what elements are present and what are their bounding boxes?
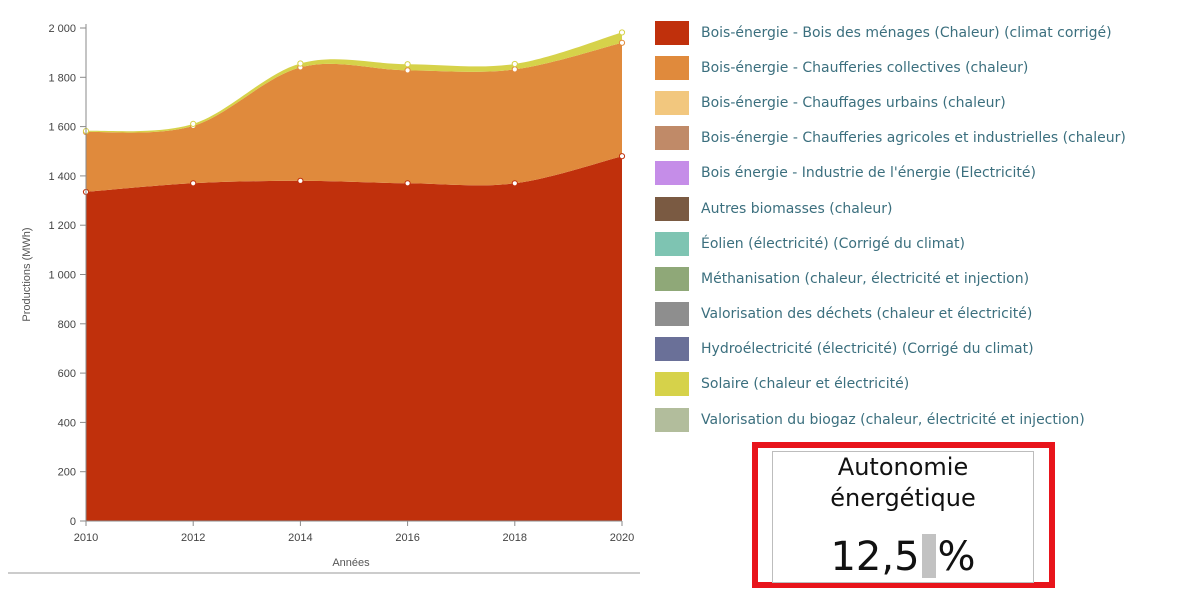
legend-swatch xyxy=(655,337,689,362)
area-series-group xyxy=(86,32,622,521)
data-point-s11-2014 xyxy=(297,60,304,67)
data-point-s1-2020 xyxy=(618,153,626,160)
x-tick-label-3: 2016 xyxy=(395,532,419,544)
legend-swatch xyxy=(655,126,689,151)
kpi-title: Autonomie énergétique xyxy=(830,453,976,512)
x-tick-label-1: 2012 xyxy=(181,532,205,544)
data-point-markers xyxy=(82,29,626,196)
y-tick-label-5: 1 000 xyxy=(48,270,76,282)
legend-label: Bois-énergie - Bois des ménages (Chaleur… xyxy=(701,24,1112,41)
data-point-s11-2018 xyxy=(511,60,518,68)
legend-label: Solaire (chaleur et électricité) xyxy=(701,376,910,393)
legend-label: Bois-énergie - Chauffages urbains (chale… xyxy=(701,94,1006,111)
data-point-s2-2016 xyxy=(404,67,411,74)
y-tick-label-10: 2 000 xyxy=(48,23,76,35)
kpi-value: 12,5 xyxy=(830,534,920,580)
legend-swatch xyxy=(655,372,689,397)
x-tick-label-5: 2020 xyxy=(610,532,634,544)
legend-item-4[interactable]: Bois-énergie - Chaufferies agricoles et … xyxy=(655,121,1190,156)
chart-legend: Bois-énergie - Bois des ménages (Chaleur… xyxy=(655,15,1190,437)
y-tick-label-8: 1 600 xyxy=(48,122,76,134)
data-point-s1-2016 xyxy=(404,180,411,187)
legend-label: Bois énergie - Industrie de l'énergie (E… xyxy=(701,165,1036,182)
legend-swatch xyxy=(655,90,689,115)
x-tick-label-4: 2018 xyxy=(503,532,527,544)
data-point-s1-2012 xyxy=(190,180,197,187)
legend-swatch xyxy=(655,266,689,291)
y-tick-label-0: 0 xyxy=(70,516,76,528)
data-point-s2-2020 xyxy=(618,39,626,46)
legend-label: Bois-énergie - Chaufferies collectives (… xyxy=(701,59,1029,76)
y-tick-label-9: 1 800 xyxy=(48,72,76,84)
y-tick-label-7: 1 400 xyxy=(48,171,76,183)
legend-item-7[interactable]: Éolien (électricité) (Corrigé du climat) xyxy=(655,226,1190,261)
area-series-1 xyxy=(86,156,622,521)
legend-swatch xyxy=(655,161,689,186)
legend-swatch xyxy=(655,407,689,432)
legend-item-1[interactable]: Bois-énergie - Bois des ménages (Chaleur… xyxy=(655,15,1190,50)
data-point-s1-2014 xyxy=(297,177,304,184)
data-point-s11-2020 xyxy=(618,29,626,36)
area-series-2 xyxy=(86,42,622,192)
y-tick-label-4: 800 xyxy=(58,319,76,331)
legend-label: Valorisation des déchets (chaleur et éle… xyxy=(701,306,1033,323)
legend-item-6[interactable]: Autres biomasses (chaleur) xyxy=(655,191,1190,226)
legend-item-3[interactable]: Bois-énergie - Chauffages urbains (chale… xyxy=(655,85,1190,120)
x-axis-title: Années xyxy=(332,557,370,569)
legend-item-5[interactable]: Bois énergie - Industrie de l'énergie (E… xyxy=(655,156,1190,191)
data-point-s11-2012 xyxy=(190,120,197,127)
legend-label: Hydroélectricité (électricité) (Corrigé … xyxy=(701,341,1034,358)
legend-swatch xyxy=(655,302,689,327)
data-point-s2-2018 xyxy=(511,66,518,73)
stacked-area-chart: 0 200 400 600 800 1 000 1 200 1 400 1 600 1 800 2 … xyxy=(8,23,640,574)
x-tick-label-0: 2010 xyxy=(74,532,98,544)
legend-item-2[interactable]: Bois-énergie - Chaufferies collectives (… xyxy=(655,50,1190,85)
legend-item-10[interactable]: Hydroélectricité (électricité) (Corrigé … xyxy=(655,332,1190,367)
y-tick-label-3: 600 xyxy=(58,368,76,380)
legend-swatch xyxy=(655,20,689,45)
legend-label: Bois-énergie - Chaufferies agricoles et … xyxy=(701,130,1126,147)
legend-label: Autres biomasses (chaleur) xyxy=(701,200,893,217)
legend-swatch xyxy=(655,196,689,221)
legend-item-9[interactable]: Valorisation des déchets (chaleur et éle… xyxy=(655,297,1190,332)
kpi-value-row: 12,5% xyxy=(773,534,1033,580)
y-tick-label-2: 400 xyxy=(58,417,76,429)
data-point-s1-2018 xyxy=(511,180,518,187)
legend-item-12[interactable]: Valorisation du biogaz (chaleur, électri… xyxy=(655,402,1190,437)
data-point-s11-2016 xyxy=(404,61,411,68)
legend-item-11[interactable]: Solaire (chaleur et électricité) xyxy=(655,367,1190,402)
y-axis-title: Productions (MWh) xyxy=(21,227,33,321)
text-cursor xyxy=(921,534,936,578)
kpi-unit: % xyxy=(937,534,976,580)
y-tick-label-6: 1 200 xyxy=(48,220,76,232)
y-tick-label-1: 200 xyxy=(58,467,76,479)
kpi-card: Autonomie énergétique 12,5% xyxy=(772,451,1034,583)
legend-swatch xyxy=(655,55,689,80)
x-tick-label-2: 2014 xyxy=(288,532,312,544)
legend-label: Éolien (électricité) (Corrigé du climat) xyxy=(701,235,965,252)
legend-swatch xyxy=(655,231,689,256)
legend-label: Valorisation du biogaz (chaleur, électri… xyxy=(701,411,1085,428)
legend-label: Méthanisation (chaleur, électricité et i… xyxy=(701,270,1030,287)
legend-item-8[interactable]: Méthanisation (chaleur, électricité et i… xyxy=(655,261,1190,296)
